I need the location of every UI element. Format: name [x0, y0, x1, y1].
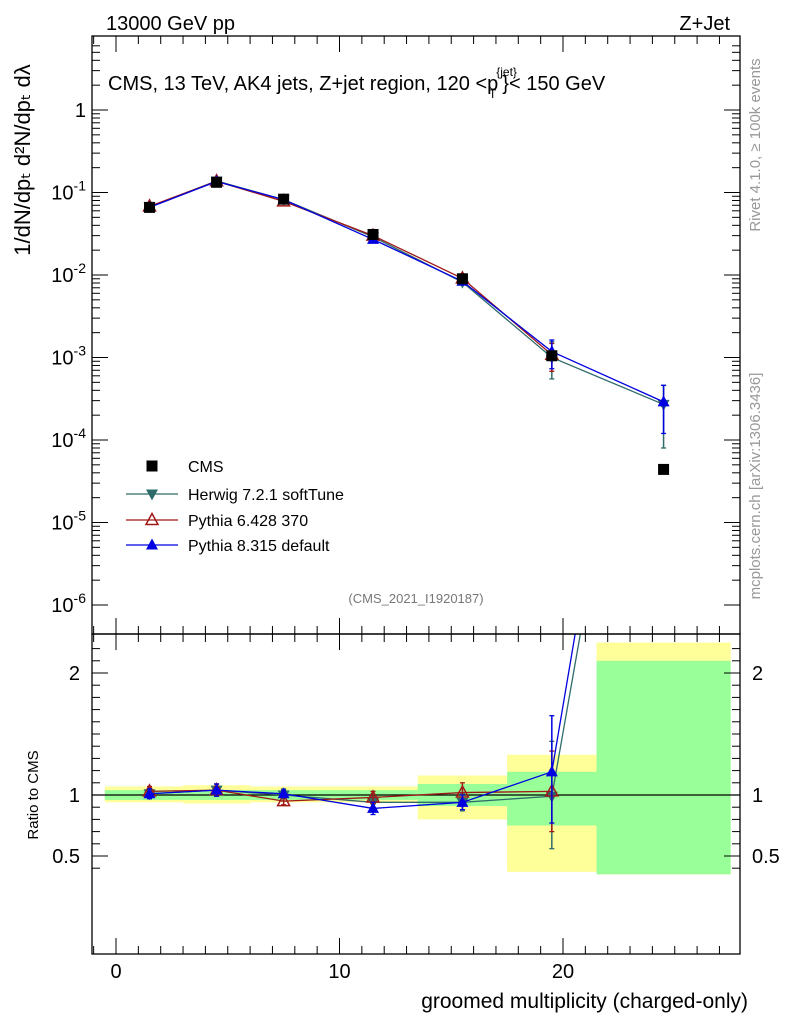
rivet-label: Rivet 4.1.0, ≥ 100k events — [747, 58, 764, 231]
point-cms — [658, 463, 670, 475]
x-axis-label: groomed multiplicity (charged-only) — [421, 990, 748, 1013]
legend-label-cms: CMS — [188, 459, 224, 476]
ratio-plot-area — [142, 634, 582, 850]
ratio-y-tick-label-left: 2 — [69, 663, 80, 685]
ratio-point-pythia8 — [277, 787, 290, 799]
ratio-point-pythia8 — [210, 783, 223, 795]
legend: CMS Herwig 7.2.1 softTune Pythia 6.428 370… — [126, 459, 344, 555]
ratio-y-tick-label-left: 0.5 — [52, 846, 80, 868]
legend-marker-pythia6 — [144, 511, 160, 526]
legend-label-herwig: Herwig 7.2.1 softTune — [188, 487, 344, 504]
point-cms — [367, 228, 379, 240]
point-cms — [278, 193, 290, 205]
ratio-point-pythia8 — [143, 787, 156, 799]
ratio-point-pythia8 — [367, 801, 380, 813]
x-tick-label: 0 — [110, 961, 121, 983]
legend-label-pythia8: Pythia 8.315 default — [188, 538, 330, 555]
legend-marker-pythia8 — [146, 538, 158, 550]
ratio-series-pythia8 — [143, 634, 576, 824]
header-right: Z+Jet — [679, 13, 730, 35]
main-y-axis-label: 1/dN/dpₜ d²N/dpₜ dλ — [10, 64, 35, 256]
ratio-point-pythia8 — [456, 795, 469, 807]
series-pythia6 — [142, 173, 560, 372]
ratio-panel-frame — [91, 633, 741, 955]
ratio-y-tick-label-right: 2 — [752, 663, 763, 685]
ratio-point-pythia8 — [545, 765, 558, 777]
main-y-tick-label: 1 — [75, 100, 86, 122]
point-cms — [456, 273, 468, 285]
main-y-tick-label: 10-3 — [51, 343, 86, 370]
main-y-tick-label: 10-1 — [51, 178, 86, 205]
series-line-pythia8 — [149, 180, 664, 403]
main-y-ticks — [92, 36, 740, 634]
main-y-tick-labels: 1 10-1 10-2 10-3 10-4 10-5 10-6 — [51, 100, 86, 617]
ratio-y-axis-label: Ratio to CMS — [25, 750, 42, 839]
watermark: (CMS_2021_I1920187) — [348, 591, 483, 606]
chart-title-main: CMS, 13 TeV, AK4 jets, Z+jet region, 120… — [108, 73, 498, 95]
ratio-y-tick-label-left: 1 — [69, 785, 80, 807]
chart-title-sup: {jet} — [496, 65, 517, 79]
header-left: 13000 GeV pp — [106, 13, 235, 35]
ratio-point-pythia6 — [276, 793, 291, 807]
series-cms — [144, 176, 670, 475]
ratio-y-tick-label-right: 1 — [752, 785, 763, 807]
point-cms — [144, 201, 156, 213]
main-y-tick-label: 10-5 — [51, 508, 86, 535]
point-pythia8 — [657, 395, 670, 407]
main-plot-area — [142, 173, 670, 475]
band-inner — [596, 660, 731, 875]
point-cms — [211, 176, 223, 188]
main-y-tick-label: 10-6 — [51, 590, 86, 617]
ratio-y-tick-label-right: 0.5 — [752, 846, 780, 868]
ratio-tick-labels: 2 2 1 1 0.5 0.5 0 10 20 — [52, 663, 780, 983]
x-tick-label: 20 — [552, 961, 574, 983]
chart-title: CMS, 13 TeV, AK4 jets, Z+jet region, 120… — [108, 65, 606, 101]
main-y-tick-label: 10-2 — [51, 260, 86, 287]
mcplots-label: mcplots.cern.ch [arXiv:1306.3436] — [747, 373, 764, 600]
series-herwig — [143, 176, 670, 449]
legend-marker-cms — [146, 460, 158, 472]
ratio-series-herwig — [143, 634, 582, 850]
ratio-line-pythia8 — [149, 634, 576, 810]
main-y-tick-label: 10-4 — [51, 425, 86, 452]
series-line-pythia6 — [149, 180, 553, 356]
chart-title-tail: }< 150 GeV — [502, 73, 606, 95]
ratio-line-herwig — [149, 634, 582, 803]
series-line-herwig — [149, 180, 664, 406]
legend-marker-herwig — [146, 489, 158, 501]
x-tick-label: 10 — [328, 961, 350, 983]
ratio-ticks — [92, 634, 740, 954]
legend-label-pythia6: Pythia 6.428 370 — [188, 513, 308, 530]
point-cms — [546, 350, 558, 362]
ratio-bands — [104, 642, 731, 875]
chart-title-sub: T — [489, 87, 497, 101]
main-y-axis-label-text: 1/dN/dpₜ d²N/dpₜ dλ — [10, 64, 35, 256]
series-pythia8 — [143, 174, 670, 435]
